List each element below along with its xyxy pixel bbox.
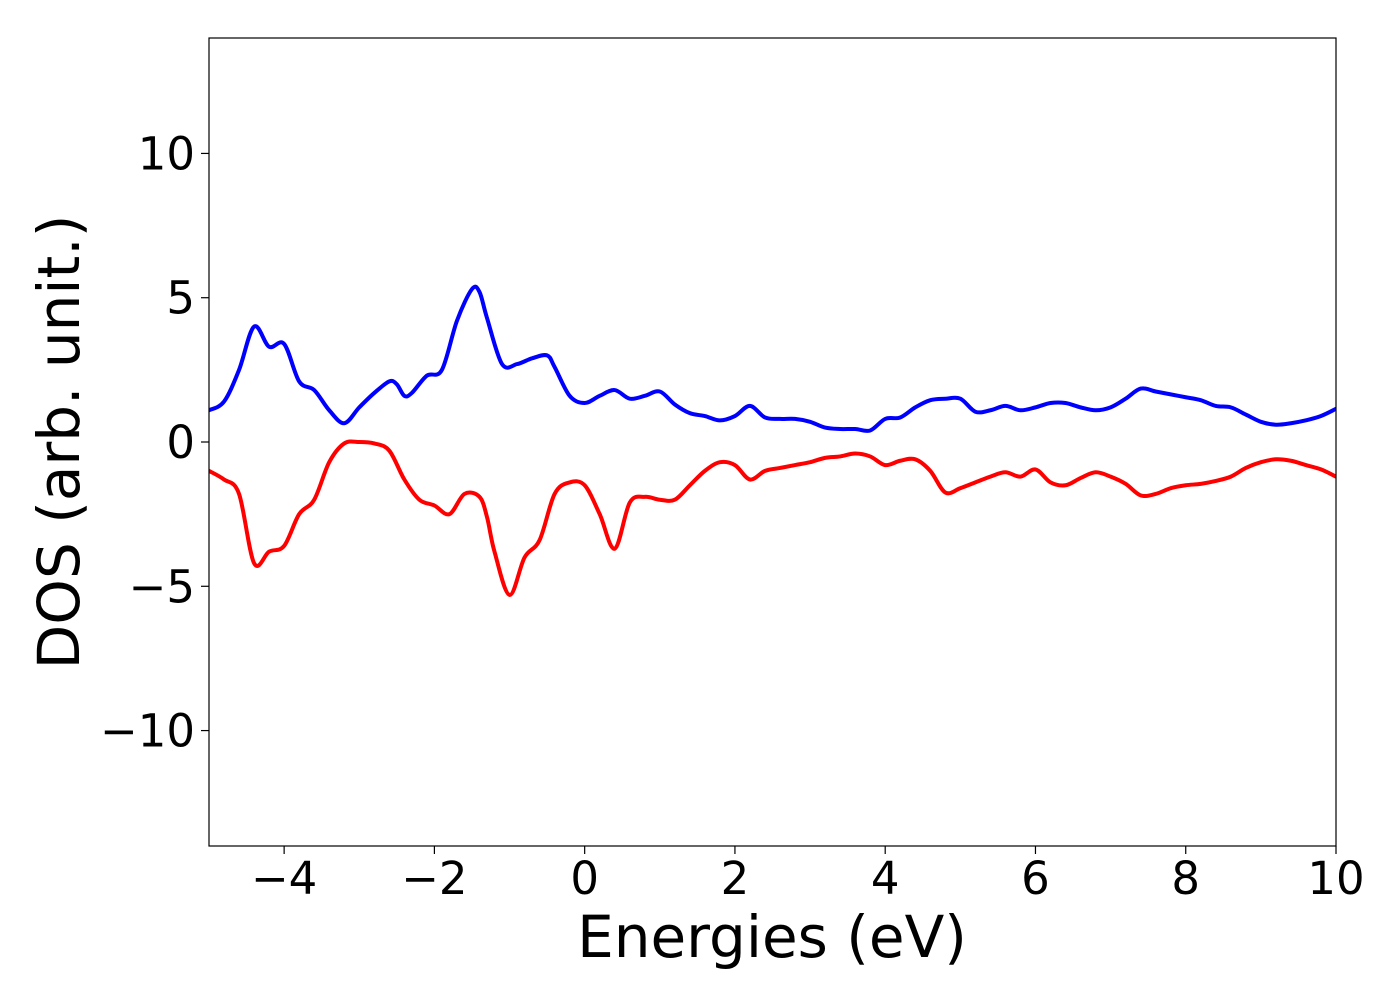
x-tick-label: −2 [401, 852, 467, 905]
y-tick-label: 5 [166, 272, 195, 325]
x-tick-label: 6 [1021, 852, 1050, 905]
series-layer [209, 284, 1336, 597]
x-tick-label: 4 [871, 852, 900, 905]
x-tick-label: 0 [570, 852, 599, 905]
x-tick-label: 10 [1307, 852, 1364, 905]
x-axis-ticks: −4 −2 0 2 4 6 8 10 [251, 846, 1365, 905]
x-tick-label: −4 [251, 852, 317, 905]
y-tick-label: 10 [138, 127, 195, 180]
x-axis-label: Energies (eV) [577, 903, 967, 971]
series-line-1 [209, 284, 1336, 433]
series-line-2 [209, 439, 1336, 597]
x-tick-label: 8 [1171, 852, 1200, 905]
y-axis-ticks: −10 −5 0 5 10 [100, 127, 209, 758]
y-tick-label: −5 [129, 560, 195, 613]
y-axis-label: DOS (arb. unit.) [25, 215, 93, 670]
y-tick-label: −10 [100, 705, 195, 758]
y-tick-label: 0 [166, 416, 195, 469]
x-tick-label: 2 [721, 852, 750, 905]
